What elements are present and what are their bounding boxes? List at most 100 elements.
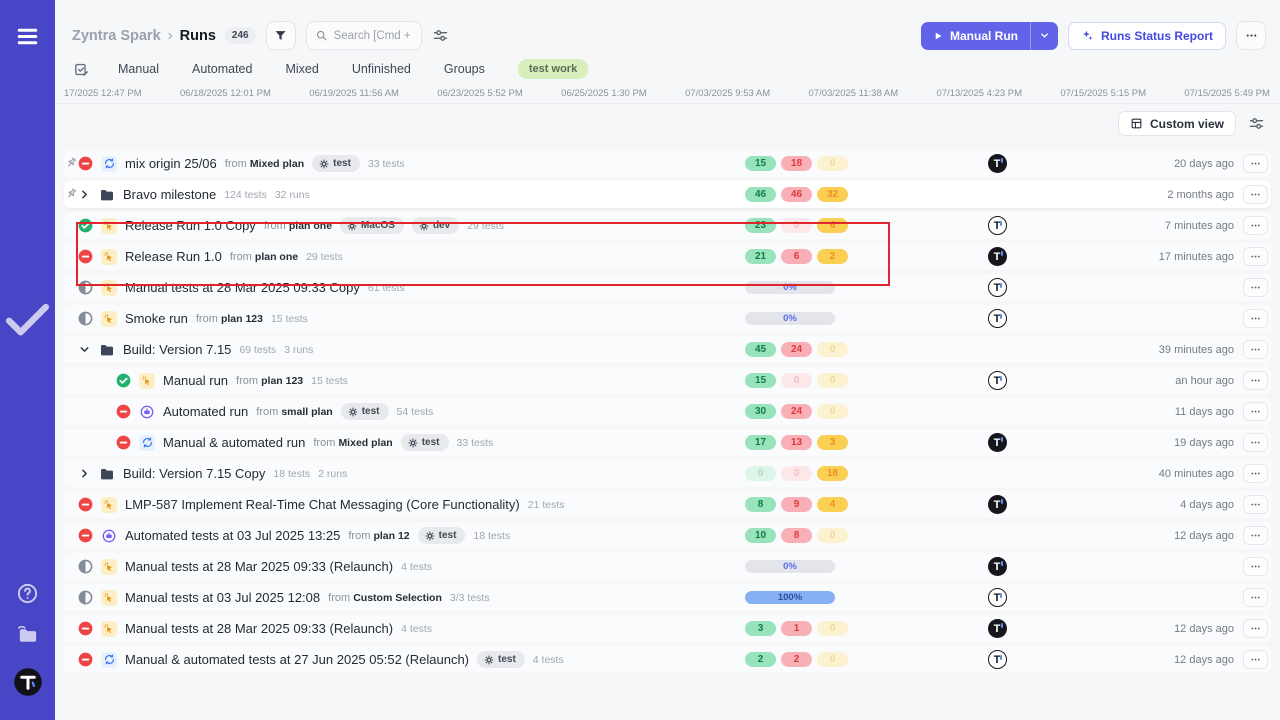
run-row[interactable]: Bravo milestone 124 tests 32 runs 46 46 32 2 m… (64, 181, 1271, 208)
row-menu-button[interactable] (1243, 185, 1268, 204)
tasks-check-icon[interactable] (0, 71, 55, 566)
tag-filter-badge[interactable]: test work (517, 59, 589, 79)
manual-run-split-button[interactable]: Manual Run (920, 21, 1058, 50)
env-tag[interactable]: test (340, 403, 389, 420)
filter-funnel-button[interactable] (265, 21, 296, 50)
chevron-right-icon[interactable] (78, 467, 91, 480)
row-menu-button[interactable] (1243, 433, 1268, 452)
row-menu-button[interactable] (1243, 216, 1268, 235)
row-menu-button[interactable] (1243, 557, 1268, 576)
profile-logo-icon[interactable] (13, 667, 43, 697)
row-menu-button[interactable] (1243, 154, 1268, 173)
filter-sliders-icon[interactable] (432, 27, 449, 44)
env-tag[interactable]: test (417, 527, 466, 544)
run-row[interactable]: Smoke run from plan 123 15 tests 0% T (64, 305, 1271, 332)
row-menu-button[interactable] (1243, 309, 1268, 328)
run-title[interactable]: Automated tests at 03 Jul 2025 13:25 (125, 528, 341, 543)
tab-groups[interactable]: Groups (443, 62, 485, 76)
run-timestamp: 40 minutes ago (1158, 467, 1234, 480)
assignee-avatar[interactable]: T (987, 619, 1007, 638)
run-title[interactable]: LMP-587 Implement Real-Time Chat Messagi… (125, 497, 520, 512)
assignee-avatar[interactable]: T (987, 309, 1007, 328)
env-tag[interactable]: test (400, 434, 449, 451)
assignee-avatar[interactable]: T (987, 154, 1007, 173)
header-more-button[interactable] (1236, 21, 1266, 50)
run-title[interactable]: Smoke run (125, 311, 188, 326)
row-menu-button[interactable] (1243, 278, 1268, 297)
run-title[interactable]: Manual tests at 28 Mar 2025 09:33 (Relau… (125, 621, 394, 636)
breadcrumb-project[interactable]: Zyntra Spark (72, 27, 161, 44)
run-title[interactable]: Manual & automated run (163, 435, 306, 450)
run-row[interactable]: Automated tests at 03 Jul 2025 13:25 from… (64, 522, 1271, 549)
automated-run-icon (101, 528, 117, 544)
row-menu-button[interactable] (1243, 650, 1268, 669)
row-menu-button[interactable] (1243, 247, 1268, 266)
row-menu-button[interactable] (1243, 340, 1268, 359)
tab-automated[interactable]: Automated (192, 62, 253, 76)
assignee-avatar[interactable]: T (987, 216, 1007, 235)
run-title[interactable]: Manual run (163, 373, 229, 388)
run-row[interactable]: Build: Version 7.15 69 tests 3 runs 45 24 0 39… (64, 336, 1271, 363)
row-menu-button[interactable] (1243, 526, 1268, 545)
run-row[interactable]: Manual & automated tests at 27 Jun 2025 … (64, 646, 1271, 673)
run-row[interactable]: Build: Version 7.15 Copy 18 tests 2 runs 0 0… (64, 460, 1271, 487)
run-title[interactable]: Build: Version 7.15 (123, 342, 232, 357)
run-row[interactable]: Release Run 1.0 from plan one 29 tests 21 6 2… (64, 243, 1271, 270)
run-row[interactable]: Automated run from small plan test 54 tests… (64, 398, 1271, 425)
run-row[interactable]: Manual tests at 28 Mar 2025 09:33 Copy 61… (64, 274, 1271, 301)
assignee-avatar[interactable]: T (987, 588, 1007, 607)
run-title[interactable]: mix origin 25/06 (125, 156, 217, 171)
run-row[interactable]: Manual tests at 03 Jul 2025 12:08 from Cu… (64, 584, 1271, 611)
assignee-avatar[interactable]: T (987, 278, 1007, 297)
tab-mixed[interactable]: Mixed (285, 62, 319, 76)
runs-status-report-button[interactable]: Runs Status Report (1067, 21, 1226, 50)
run-row[interactable]: Manual tests at 28 Mar 2025 09:33 (Relau… (64, 615, 1271, 642)
run-row[interactable]: Manual & automated run from Mixed plan tes… (64, 429, 1271, 456)
row-menu-button[interactable] (1243, 464, 1268, 483)
help-icon[interactable] (16, 582, 39, 605)
chevron-down-icon[interactable] (78, 343, 91, 356)
env-tag[interactable]: test (312, 155, 360, 172)
tab-manual[interactable]: Manual (118, 62, 159, 76)
run-title[interactable]: Manual tests at 28 Mar 2025 09:33 (Relau… (125, 559, 394, 574)
assignee-avatar[interactable]: T (987, 247, 1007, 266)
run-stats: 23 0 6 (745, 218, 848, 233)
menu-icon[interactable] (15, 24, 40, 49)
assignee-avatar[interactable]: T (987, 650, 1007, 669)
search-box[interactable] (305, 21, 422, 50)
run-title[interactable]: Manual & automated tests at 27 Jun 2025 … (125, 652, 469, 667)
assignee-avatar[interactable]: T (987, 433, 1007, 452)
run-title[interactable]: Automated run (163, 404, 249, 419)
tab-unfinished[interactable]: Unfinished (351, 62, 411, 76)
run-row[interactable]: Manual tests at 28 Mar 2025 09:33 (Relau… (64, 553, 1271, 580)
row-menu-button[interactable] (1243, 619, 1268, 638)
row-menu-button[interactable] (1243, 402, 1268, 421)
assignee-avatar[interactable]: T (987, 557, 1007, 576)
timeline-date: 06/25/2025 1:30 PM (561, 87, 647, 99)
env-tag[interactable]: test (477, 651, 525, 668)
bulk-edit-icon[interactable] (73, 61, 90, 78)
custom-view-button[interactable]: Custom view (1117, 111, 1236, 136)
run-title[interactable]: Manual tests at 28 Mar 2025 09:33 Copy (125, 280, 360, 295)
run-title[interactable]: Manual tests at 03 Jul 2025 12:08 (125, 590, 321, 605)
run-row[interactable]: Release Run 1.0 Copy from plan one MacOS de… (64, 212, 1271, 239)
run-row[interactable]: LMP-587 Implement Real-Time Chat Messagi… (64, 491, 1271, 518)
assignee-avatar[interactable]: T (987, 371, 1007, 390)
env-tag[interactable]: MacOS (340, 217, 404, 234)
projects-folders-icon[interactable] (16, 623, 39, 646)
view-settings-icon[interactable] (1248, 115, 1265, 132)
row-menu-button[interactable] (1243, 495, 1268, 514)
run-title[interactable]: Release Run 1.0 (125, 249, 222, 264)
row-menu-button[interactable] (1243, 371, 1268, 390)
run-title[interactable]: Build: Version 7.15 Copy (123, 466, 266, 481)
env-tag[interactable]: dev (411, 217, 460, 234)
row-menu-button[interactable] (1243, 588, 1268, 607)
run-title[interactable]: Release Run 1.0 Copy (125, 218, 256, 233)
run-row[interactable]: mix origin 25/06 from Mixed plan test 33 te… (64, 150, 1271, 177)
chevron-right-icon[interactable] (78, 188, 91, 201)
run-title[interactable]: Bravo milestone (123, 187, 217, 202)
search-input[interactable] (333, 29, 413, 42)
assignee-avatar[interactable]: T (987, 495, 1007, 514)
manual-run-dropdown-chevron-icon[interactable] (1031, 30, 1058, 41)
